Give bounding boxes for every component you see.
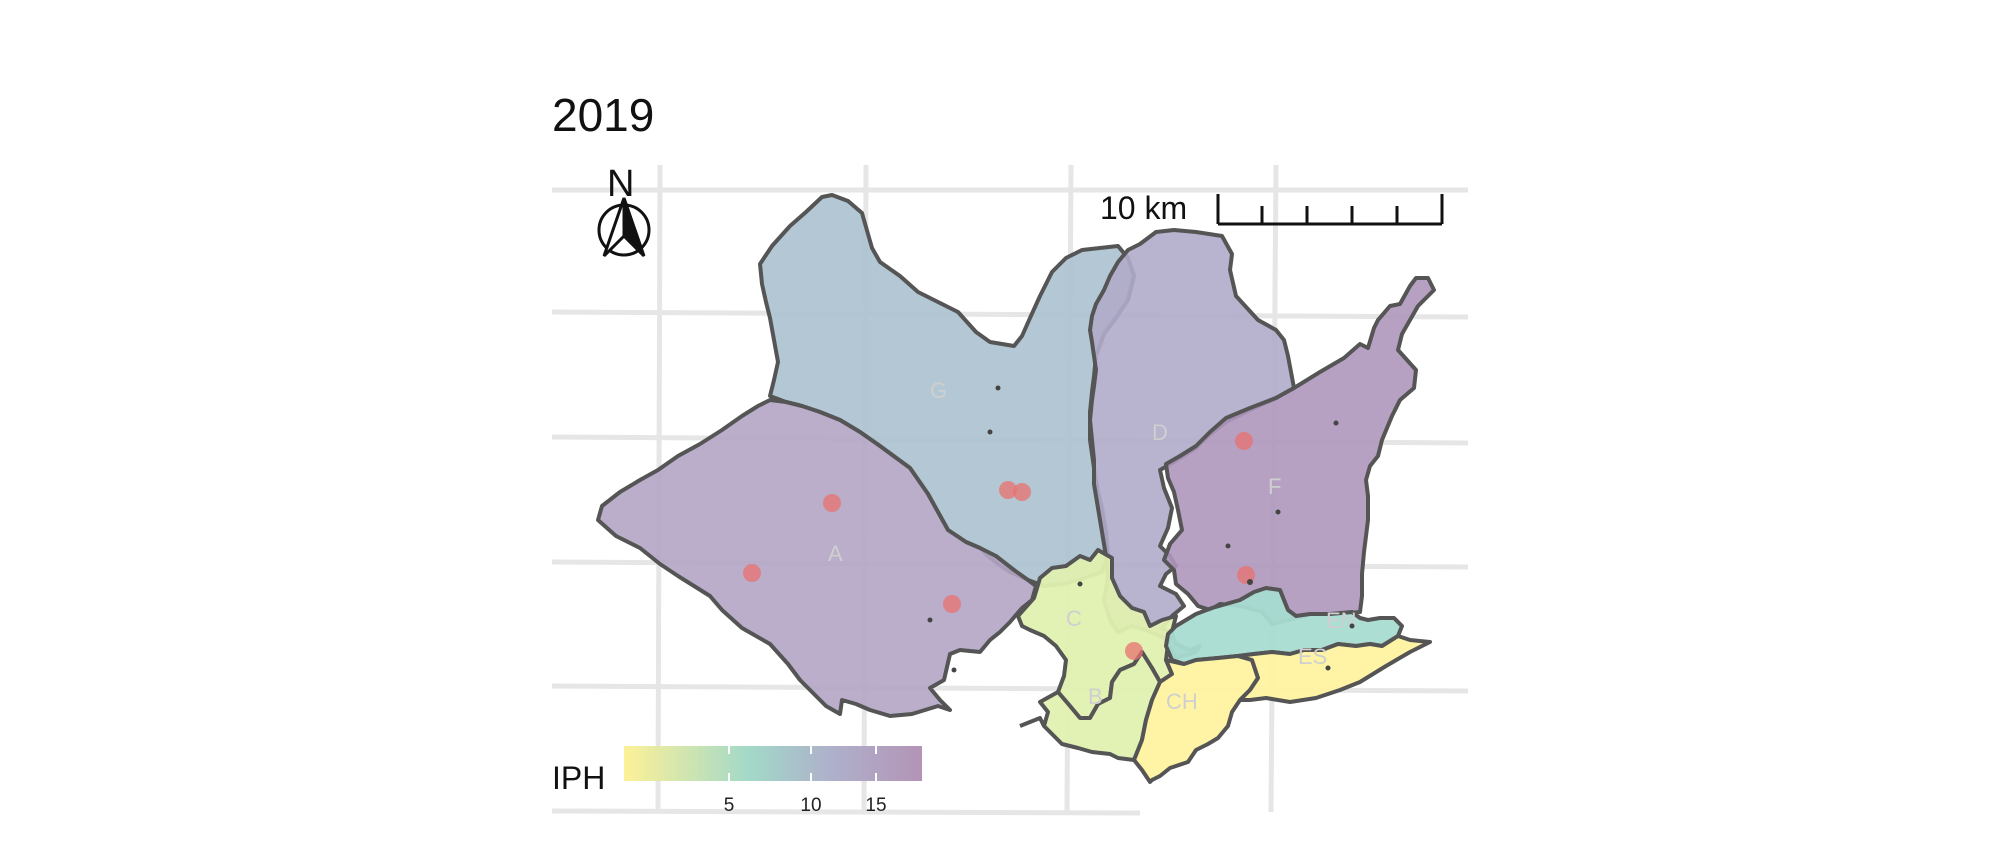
region-es (1236, 634, 1432, 704)
site-dot (1225, 543, 1231, 549)
grid-line (551, 808, 1141, 816)
site-marker (999, 481, 1017, 499)
region-label-es: ES (1298, 644, 1327, 669)
site-dot (1349, 623, 1355, 629)
scale-bar (1216, 194, 1444, 226)
region-label-g: G (930, 378, 947, 403)
legend-tick-label: 5 (723, 795, 735, 816)
site-dot (951, 667, 957, 673)
site-dot (987, 429, 993, 435)
site-dot (1247, 579, 1253, 585)
region-label-b: B (1088, 684, 1103, 709)
region-label-d: D (1152, 420, 1168, 445)
site-dot (1275, 509, 1281, 515)
region-label-a: A (828, 541, 843, 566)
region-a (596, 398, 1038, 718)
site-marker (1235, 432, 1253, 450)
legend-title: IPH (552, 760, 606, 796)
region-label-en: EN (1326, 608, 1357, 633)
site-marker (1013, 483, 1031, 501)
legend-tick-label: 10 (800, 795, 822, 816)
legend-colorbar (624, 746, 922, 781)
site-dot (1077, 581, 1083, 587)
north-arrow-icon (597, 197, 651, 258)
region-f (1162, 276, 1436, 626)
site-dot (1325, 665, 1331, 671)
grid-line (551, 309, 1469, 320)
site-marker (823, 494, 841, 512)
region-label-c: C (1066, 606, 1082, 631)
site-marker (743, 564, 761, 582)
region-b-outline-tail (1019, 716, 1046, 728)
legend-tick-label: 15 (865, 795, 887, 816)
map-title: 2019 (552, 89, 655, 141)
scale-bar-label: 10 km (1100, 190, 1188, 226)
region-label-ch: CH (1166, 689, 1198, 714)
site-dot (927, 617, 933, 623)
site-marker (943, 595, 961, 613)
site-marker (1125, 642, 1143, 660)
north-label: N (607, 163, 635, 205)
region-label-f: F (1268, 474, 1281, 499)
site-dot (995, 385, 1001, 391)
site-dot (1333, 420, 1339, 426)
